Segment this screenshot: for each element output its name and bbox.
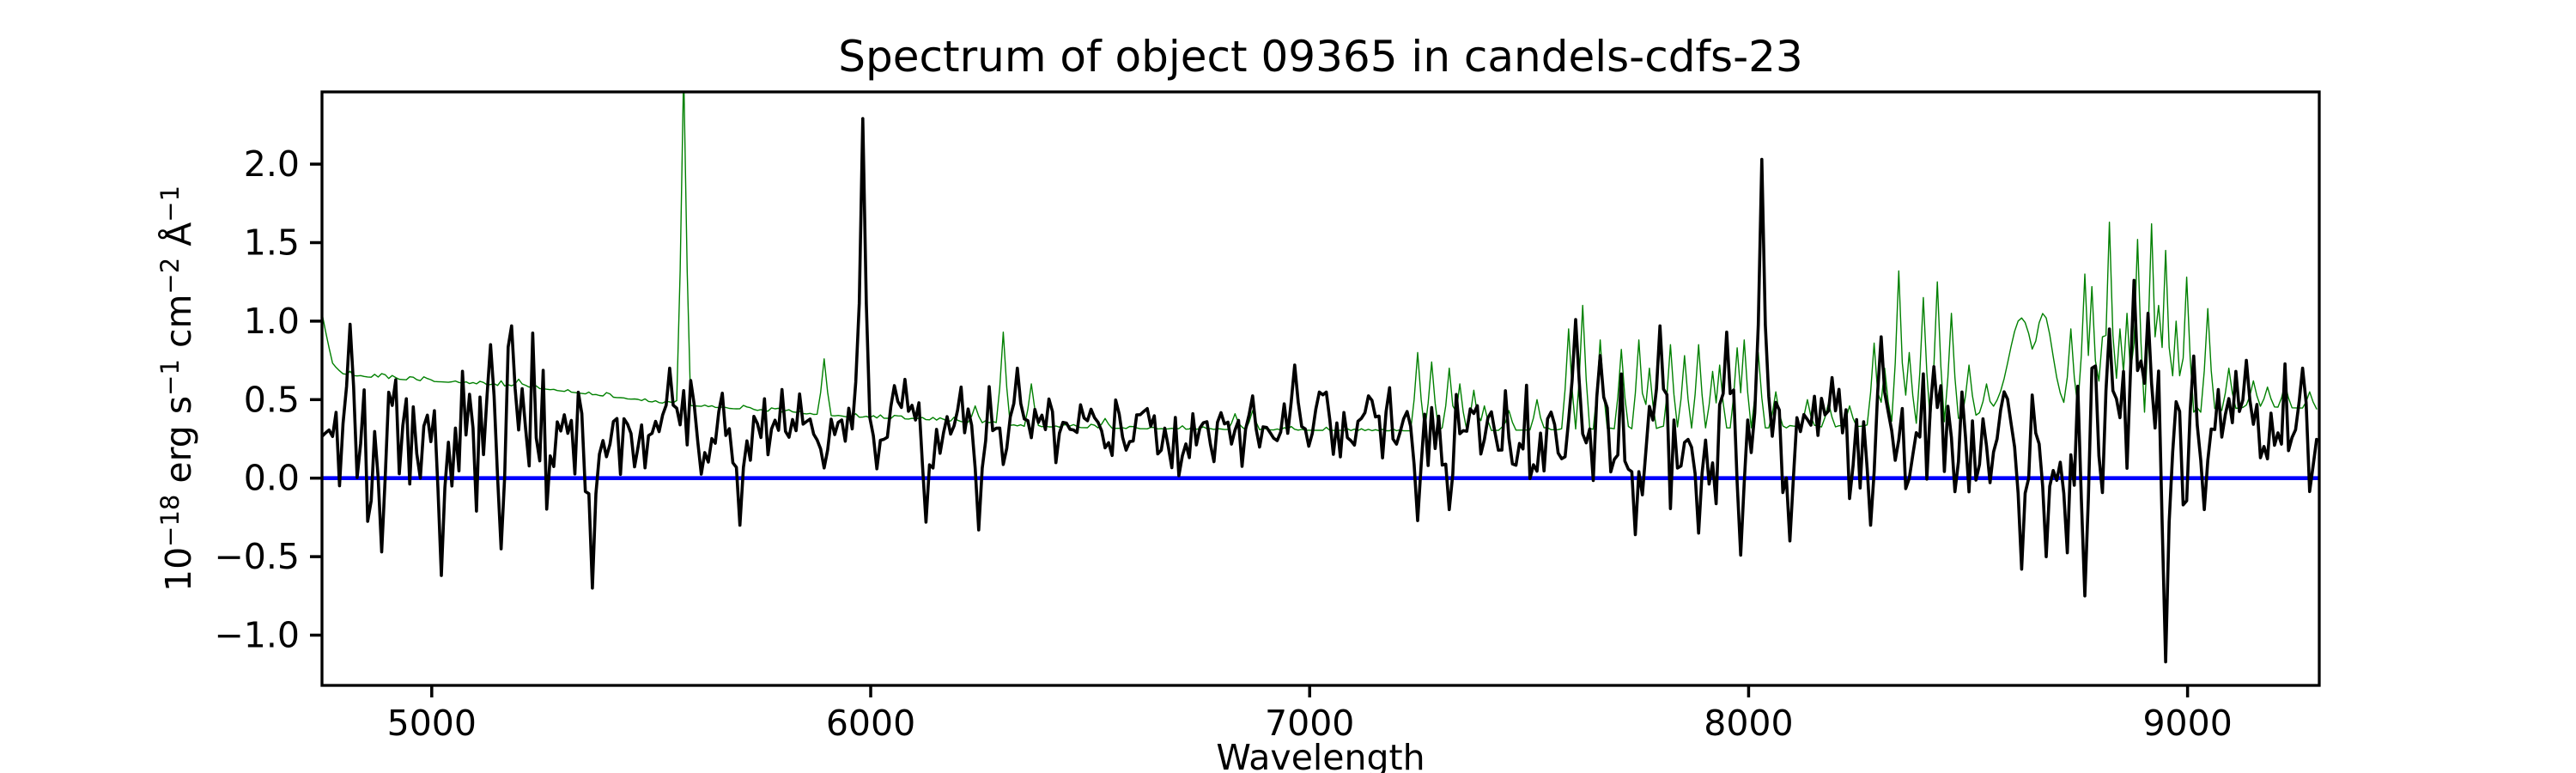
y-tick-label: 1.0	[244, 301, 300, 342]
y-tick-label: 1.5	[244, 222, 300, 263]
x-tick-label: 9000	[2142, 703, 2232, 744]
y-axis-label: 10−18 erg s−1 cm−2 Å−1	[155, 186, 199, 592]
y-tick-label: 0.5	[244, 379, 300, 420]
y-axis: 2.0 1.5 1.0 0.5 0.0 −0.5 −1.0	[214, 143, 322, 656]
flux-line	[322, 117, 2318, 664]
x-tick-label: 5000	[387, 703, 477, 744]
noise-line	[322, 92, 2318, 432]
x-axis: 5000 6000 7000 8000 9000 Wavelength	[387, 685, 2233, 773]
x-tick-label: 7000	[1265, 703, 1354, 744]
x-tick-label: 6000	[826, 703, 915, 744]
x-tick-label: 8000	[1704, 703, 1793, 744]
x-axis-label: Wavelength	[1216, 737, 1425, 773]
y-tick-label: 0.0	[244, 458, 300, 499]
axes-frame	[320, 90, 2321, 687]
plot-title: Spectrum of object 09365 in candels-cdfs…	[838, 32, 1803, 82]
plot-area	[322, 92, 2319, 685]
y-tick-label: 2.0	[244, 143, 300, 185]
y-tick-label: −1.0	[214, 615, 300, 656]
data-layer	[322, 92, 2319, 664]
y-tick-label: −0.5	[214, 536, 300, 577]
